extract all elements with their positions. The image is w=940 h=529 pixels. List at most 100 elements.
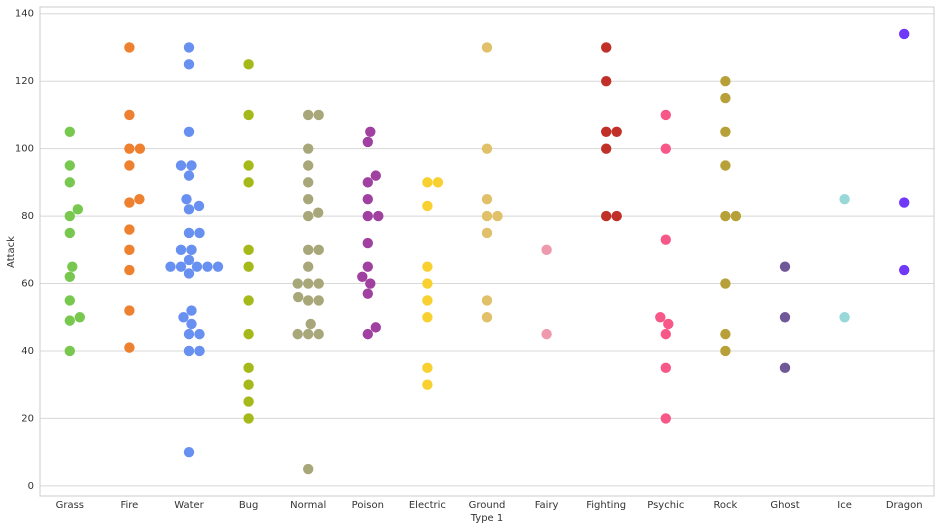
point (601, 143, 612, 154)
point (720, 92, 731, 104)
point (183, 345, 195, 357)
point (481, 42, 493, 53)
point (303, 143, 314, 154)
y-tick-label: 120 (15, 76, 34, 87)
point (422, 278, 433, 289)
x-tick-label: Normal (290, 500, 326, 511)
point (243, 396, 254, 407)
point (183, 42, 195, 53)
point (660, 109, 671, 121)
point (899, 28, 910, 40)
x-tick-label: Dragon (886, 500, 923, 511)
x-tick-label: Electric (409, 500, 446, 511)
point (124, 197, 135, 208)
x-tick-label: Fairy (535, 500, 559, 511)
point (313, 328, 324, 340)
point (64, 227, 76, 239)
y-tick-label: 60 (21, 279, 34, 290)
point (124, 42, 135, 53)
point (601, 126, 612, 137)
point (422, 379, 433, 390)
point (194, 345, 205, 357)
point (243, 261, 254, 272)
x-tick-label: Water (174, 500, 204, 511)
point (432, 177, 444, 188)
point (720, 328, 731, 340)
x-tick-label: Ground (469, 500, 506, 511)
point (212, 261, 224, 272)
point (655, 312, 666, 323)
y-tick-label: 20 (21, 413, 34, 424)
point (186, 244, 197, 256)
point (183, 170, 195, 181)
point (202, 261, 213, 272)
point (365, 278, 376, 289)
point (183, 254, 195, 266)
point (243, 362, 254, 374)
point (611, 126, 622, 137)
point (779, 261, 791, 272)
point (243, 244, 254, 256)
point (183, 227, 195, 239)
y-tick-label: 40 (21, 346, 34, 357)
point (191, 261, 203, 272)
x-tick-label: Ghost (770, 500, 799, 511)
point (186, 160, 197, 171)
point (303, 295, 314, 306)
point (243, 295, 254, 306)
point (601, 75, 612, 87)
point (422, 261, 433, 272)
point (243, 177, 254, 188)
point (362, 328, 373, 340)
point (175, 244, 187, 256)
point (194, 328, 205, 340)
point (303, 278, 314, 289)
point (183, 204, 195, 215)
point (362, 210, 373, 222)
point (303, 328, 314, 340)
point (362, 136, 373, 148)
point (481, 295, 493, 306)
point (124, 109, 135, 121)
point (720, 75, 731, 87)
point (303, 160, 314, 171)
point (481, 227, 493, 239)
point (663, 318, 674, 330)
point (481, 312, 493, 323)
point (72, 204, 84, 215)
point (243, 59, 254, 70)
point (303, 109, 314, 121)
point (178, 312, 189, 323)
x-axis-label: Type 1 (470, 513, 504, 524)
x-tick-label: Grass (56, 500, 84, 511)
point (313, 278, 324, 289)
x-tick-label: Rock (713, 500, 737, 511)
point (365, 126, 376, 137)
plot-frame (39, 6, 935, 497)
point (422, 362, 433, 374)
point (362, 177, 373, 188)
point (134, 143, 146, 154)
point (183, 59, 195, 70)
point (124, 143, 135, 154)
point (243, 109, 254, 121)
x-tick-label: Poison (352, 500, 384, 511)
point (175, 160, 187, 171)
point (64, 210, 76, 222)
point (67, 261, 78, 272)
y-tick-label: 100 (15, 144, 34, 155)
point (124, 160, 135, 171)
point (362, 288, 373, 299)
point (422, 295, 433, 306)
point (313, 295, 324, 306)
point (541, 244, 552, 256)
point (64, 126, 76, 137)
point (74, 312, 86, 323)
point (292, 278, 303, 289)
point (899, 264, 910, 276)
point (313, 109, 324, 121)
point (165, 261, 176, 272)
point (64, 160, 76, 171)
y-tick-label: 80 (21, 211, 34, 222)
point (481, 194, 493, 205)
